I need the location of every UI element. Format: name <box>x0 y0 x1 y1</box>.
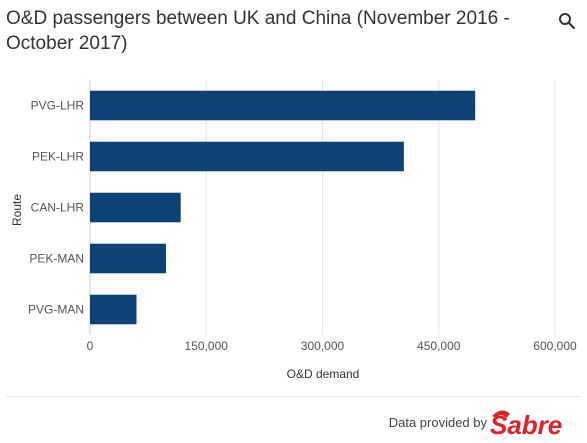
x-axis-title: O&D demand <box>287 367 360 381</box>
bar-pvg-man[interactable] <box>90 294 137 325</box>
x-tick-label: 600,000 <box>533 339 577 353</box>
x-tick-labels: 0 150,000 300,000 450,000 600,000 <box>87 339 577 353</box>
category-label: PVG-LHR <box>31 99 85 113</box>
bar-can-lhr[interactable] <box>90 192 181 223</box>
search-icon[interactable] <box>558 12 576 30</box>
svg-text:Sabre: Sabre <box>490 410 562 438</box>
x-tick-label: 300,000 <box>301 339 345 353</box>
category-label: PVG-MAN <box>28 303 84 317</box>
category-label: PEK-LHR <box>32 150 84 164</box>
x-tick-label: 450,000 <box>417 339 461 353</box>
footer-divider <box>6 396 581 397</box>
bar-pvg-lhr[interactable] <box>90 90 476 121</box>
credit-text: Data provided by <box>388 415 487 430</box>
category-label: PEK-MAN <box>29 252 84 266</box>
category-label: CAN-LHR <box>31 201 85 215</box>
bars <box>90 90 476 325</box>
x-tick-label: 150,000 <box>185 339 229 353</box>
y-axis-title: Route <box>10 194 24 226</box>
x-tick-label: 0 <box>87 339 94 353</box>
bar-pek-lhr[interactable] <box>90 141 404 172</box>
chart-title: O&D passengers between UK and China (Nov… <box>6 8 510 54</box>
category-labels: PVG-LHR PEK-LHR CAN-LHR PEK-MAN PVG-MAN <box>28 99 84 317</box>
bar-pek-man[interactable] <box>90 243 166 274</box>
sabre-logo: Sabre <box>490 410 562 438</box>
bar-chart: PVG-LHR PEK-LHR CAN-LHR PEK-MAN PVG-MAN 0 150… <box>10 80 577 381</box>
